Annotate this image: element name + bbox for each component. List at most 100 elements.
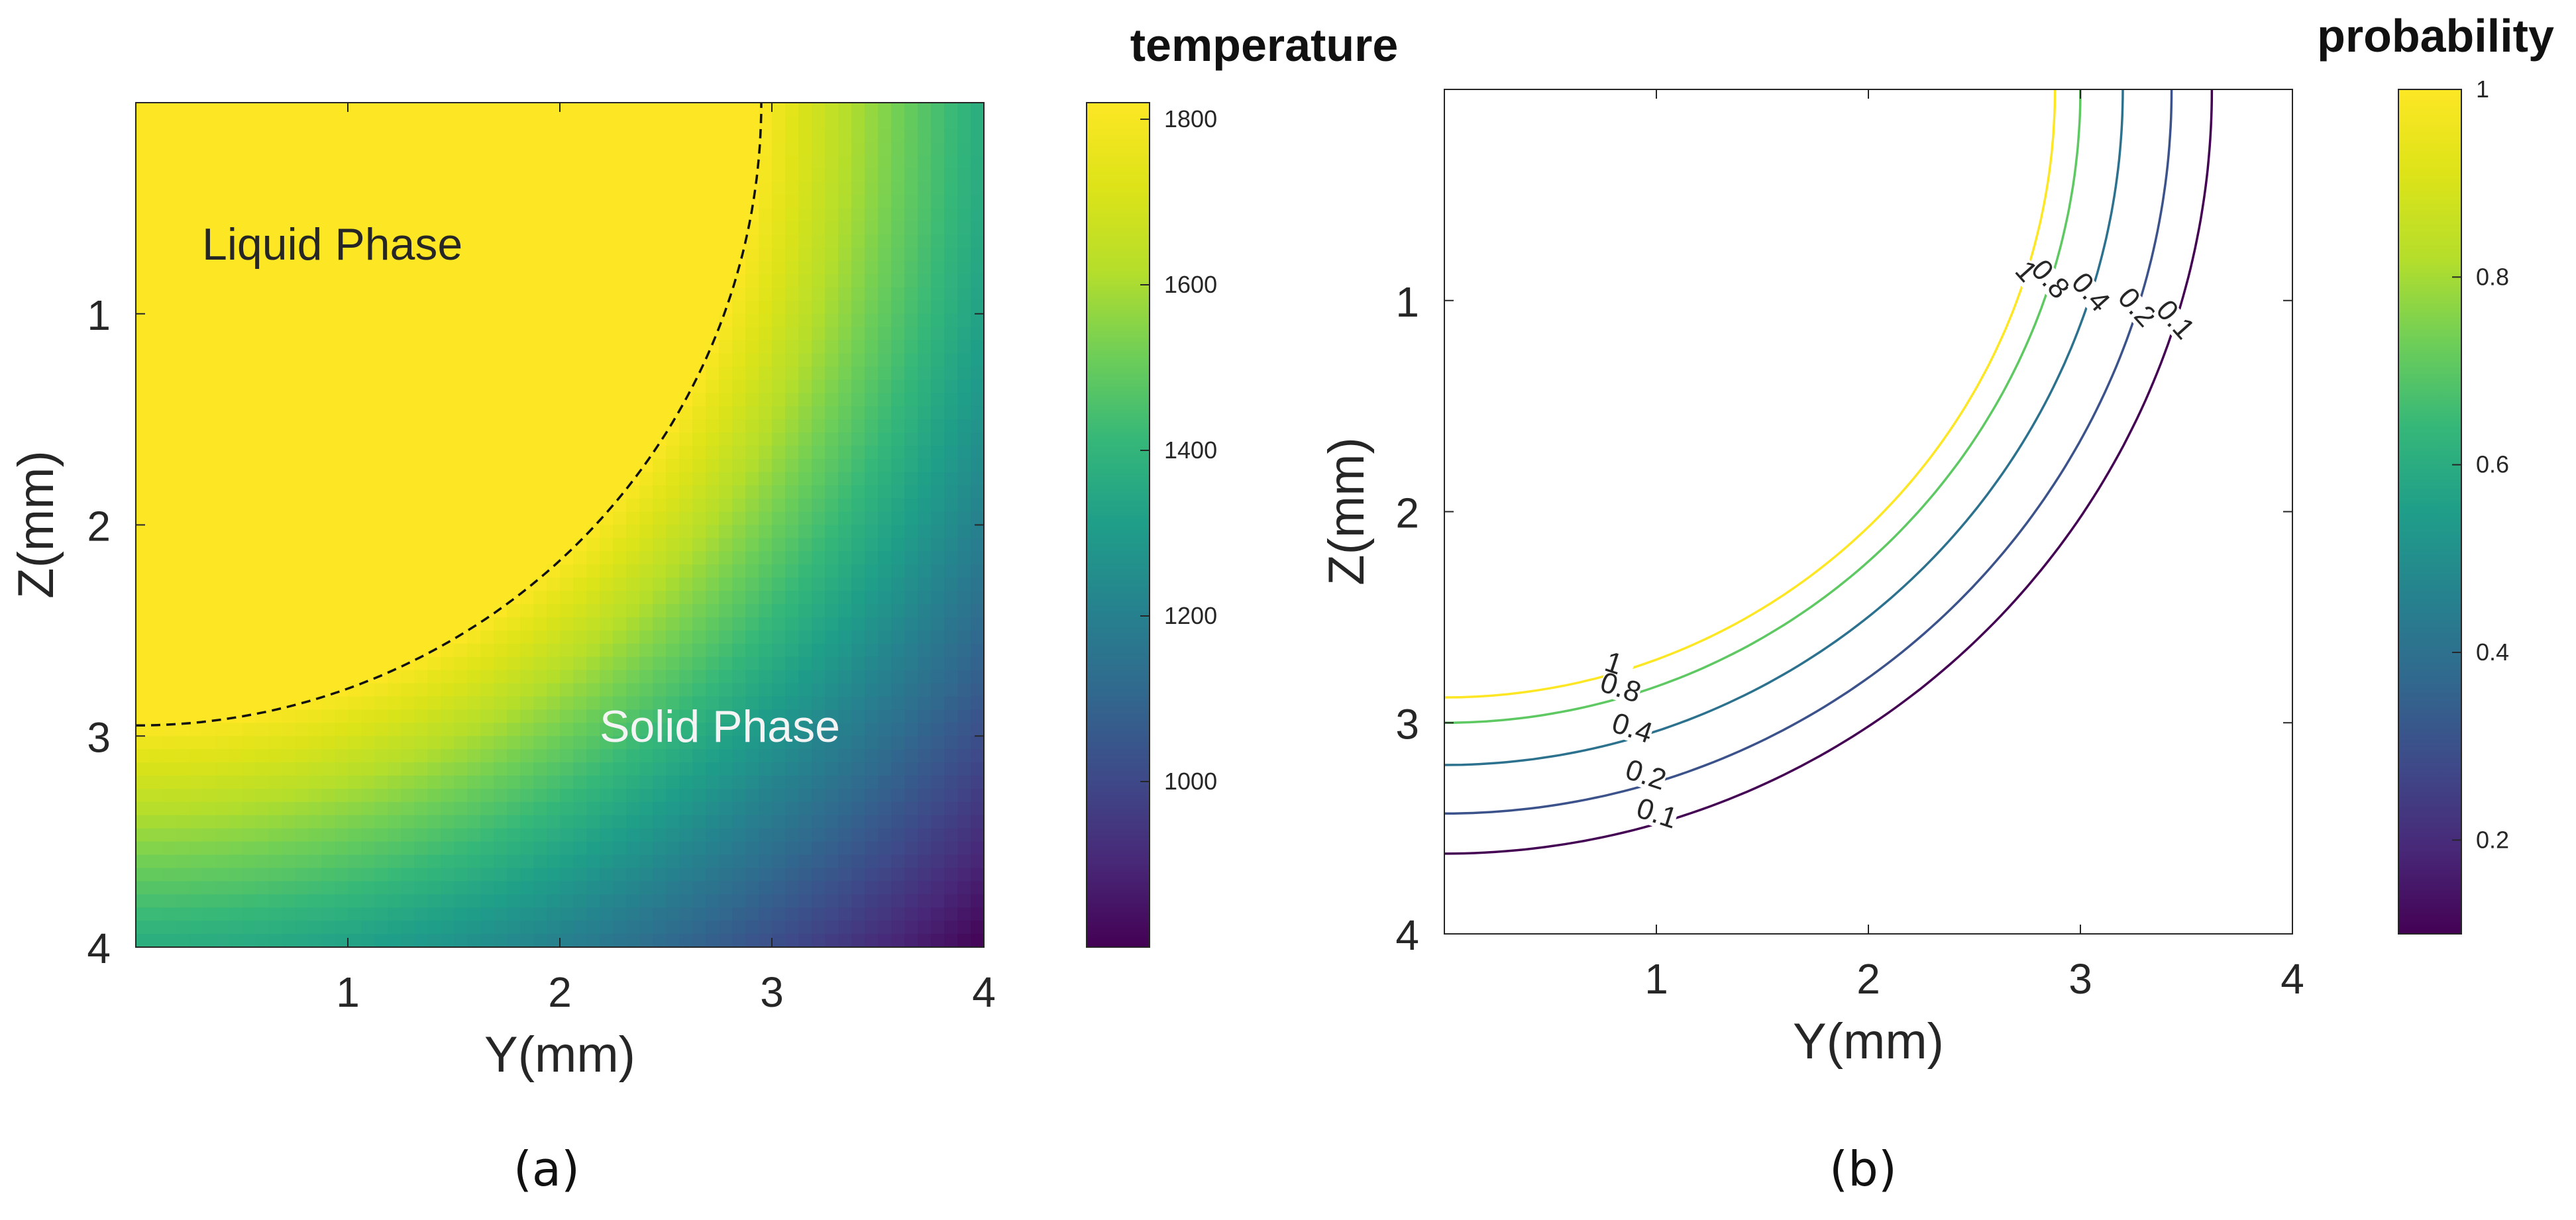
heatmap-cell (825, 736, 839, 750)
heatmap-cell (639, 617, 653, 631)
heatmap-cell (215, 683, 229, 697)
heatmap-cell (692, 261, 706, 275)
heatmap-cell (520, 380, 534, 394)
heatmap-cell (361, 155, 375, 170)
heatmap-cell (878, 630, 892, 644)
heatmap-cell (666, 248, 680, 262)
heatmap-cell (282, 776, 295, 789)
heatmap-cell (321, 142, 335, 156)
heatmap-cell (242, 723, 256, 737)
heatmap-cell (918, 432, 932, 446)
heatmap-cell (918, 551, 932, 566)
heatmap-cell (759, 630, 773, 644)
heatmap-cell (838, 406, 852, 420)
heatmap-cell (600, 195, 614, 209)
heatmap-cell (573, 248, 587, 262)
heatmap-cell (772, 643, 786, 658)
heatmap-cell (136, 419, 150, 433)
heatmap-cell (613, 604, 627, 618)
contour-line (1444, 89, 2057, 699)
heatmap-cell (798, 801, 812, 816)
heatmap-cell (904, 868, 918, 882)
heatmap-cell (838, 313, 852, 328)
heatmap-cell (679, 617, 693, 631)
heatmap-cell (639, 709, 653, 724)
heatmap-cell (335, 353, 349, 368)
heatmap-cell (414, 181, 428, 196)
heatmap-cell (825, 195, 839, 209)
heatmap-cell (149, 894, 163, 909)
heatmap-cell (308, 406, 322, 420)
heatmap-cell (878, 907, 892, 921)
heatmap-cell (507, 353, 521, 368)
heatmap-cell (388, 485, 402, 499)
heatmap-cell (971, 788, 984, 803)
heatmap-cell (361, 380, 375, 394)
heatmap-cell (560, 538, 574, 552)
heatmap-cell (229, 458, 242, 473)
heatmap-cell (692, 643, 706, 658)
heatmap-cell (560, 723, 574, 737)
heatmap-cell (348, 313, 362, 328)
heatmap-cell (215, 458, 229, 473)
heatmap-cell (467, 485, 481, 499)
heatmap-cell (348, 736, 362, 750)
heatmap-cell (812, 591, 826, 605)
heatmap-cell (639, 934, 653, 947)
heatmap-cell (149, 538, 163, 552)
heatmap-cell (904, 815, 918, 829)
heatmap-cell (202, 274, 216, 288)
heatmap-cell (335, 458, 349, 473)
heatmap-cell (918, 472, 932, 486)
heatmap-cell (520, 485, 534, 499)
heatmap-cell (255, 380, 269, 394)
heatmap-cell (229, 155, 242, 170)
heatmap-cell (202, 525, 216, 539)
heatmap-cell (162, 578, 176, 591)
heatmap-cell (560, 776, 574, 789)
heatmap-cell (865, 485, 879, 499)
heatmap-cell (798, 142, 812, 156)
heatmap-cell (321, 788, 335, 803)
heatmap-cell (573, 854, 587, 869)
heatmap-cell (427, 340, 441, 354)
heatmap-cell (878, 736, 892, 750)
heatmap-cell (600, 907, 614, 921)
heatmap-cell (706, 103, 720, 117)
heatmap-cell (136, 630, 150, 644)
heatmap-cell (494, 327, 508, 341)
heatmap-cell (441, 551, 455, 566)
heatmap-cell (706, 815, 720, 829)
heatmap-cell (918, 287, 932, 301)
heatmap-cell (772, 300, 786, 315)
heatmap-cell (454, 854, 468, 869)
heatmap-cell (427, 525, 441, 539)
heatmap-cell (242, 208, 256, 223)
heatmap-cell (427, 801, 441, 816)
heatmap-cell (348, 498, 362, 513)
heatmap-cell (176, 643, 189, 658)
heatmap-cell (189, 591, 203, 605)
heatmap-cell (149, 788, 163, 803)
heatmap-cell (467, 340, 481, 354)
heatmap-cell (255, 128, 269, 143)
heatmap-cell (189, 511, 203, 526)
heatmap-cell (507, 287, 521, 301)
heatmap-cell (971, 498, 984, 513)
heatmap-cell (441, 656, 455, 671)
heatmap-cell (692, 630, 706, 644)
heatmap-cell (202, 670, 216, 684)
heatmap-cell (838, 498, 852, 513)
heatmap-cell (812, 921, 826, 935)
heatmap-cell (388, 709, 402, 724)
heatmap-cell (759, 709, 773, 724)
heatmap-cell (467, 498, 481, 513)
heatmap-cell (957, 670, 971, 684)
heatmap-cell (520, 445, 534, 460)
heatmap-cell (719, 907, 733, 921)
heatmap-cell (162, 181, 176, 196)
heatmap-cell (732, 551, 746, 566)
heatmap-cell (904, 643, 918, 658)
heatmap-cell (878, 221, 892, 236)
heatmap-cell (401, 248, 415, 262)
